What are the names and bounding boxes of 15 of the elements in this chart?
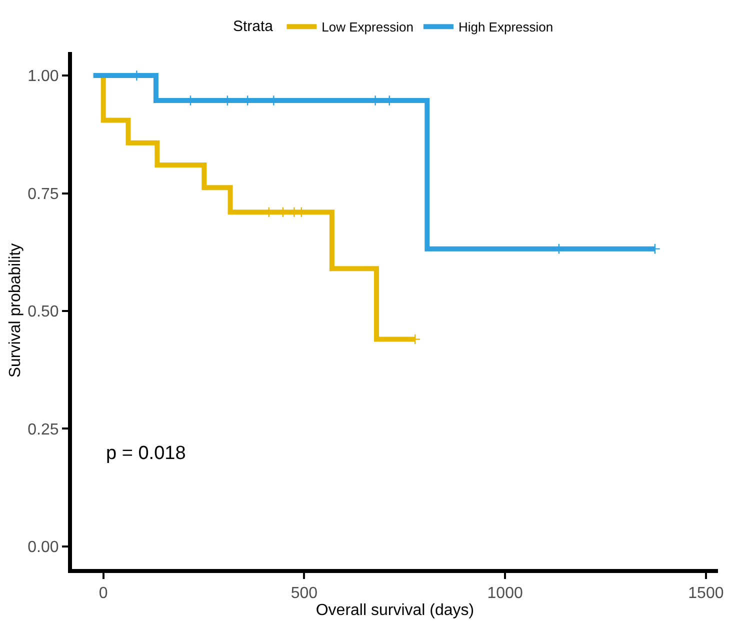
y-tick-label: 0.25 [28, 421, 59, 438]
x-tick-label: 0 [98, 585, 108, 602]
y-tick-label: 0.50 [28, 304, 59, 321]
annotation: p = 0.018 [106, 443, 186, 464]
x-axis-title: Overall survival (days) [316, 602, 474, 620]
legend-title: Strata [233, 18, 274, 36]
legend-label: High Expression [458, 20, 554, 35]
legend-label: Low Expression [322, 20, 414, 35]
x-tick-label: 500 [290, 585, 318, 602]
x-tick-label: 1000 [487, 585, 523, 602]
y-tick-label: 0.00 [28, 539, 59, 556]
y-tick-label: 0.75 [28, 186, 59, 203]
y-tick-label: 1.00 [28, 68, 59, 86]
y-axis-title: Survival probability [7, 243, 24, 378]
x-tick-label: 1500 [688, 585, 724, 602]
